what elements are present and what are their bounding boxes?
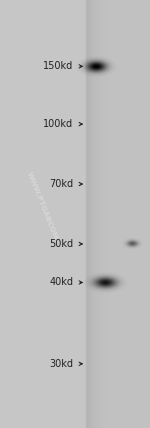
Text: 150kd: 150kd	[43, 61, 74, 71]
Text: 70kd: 70kd	[49, 179, 74, 189]
Text: WWW.PTGABCOM: WWW.PTGABCOM	[26, 171, 58, 240]
Text: 40kd: 40kd	[50, 277, 74, 288]
Text: 30kd: 30kd	[50, 359, 74, 369]
Text: 100kd: 100kd	[43, 119, 74, 129]
Text: 50kd: 50kd	[49, 239, 74, 249]
